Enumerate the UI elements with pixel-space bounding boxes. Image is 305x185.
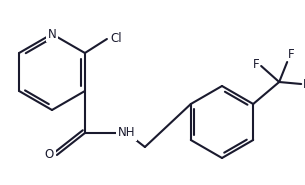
Text: Cl: Cl [110,33,121,46]
Text: O: O [45,149,54,162]
Text: N: N [48,28,56,41]
Text: F: F [288,48,295,61]
Text: NH: NH [118,127,136,139]
Text: F: F [253,58,259,71]
Text: F: F [303,78,305,90]
